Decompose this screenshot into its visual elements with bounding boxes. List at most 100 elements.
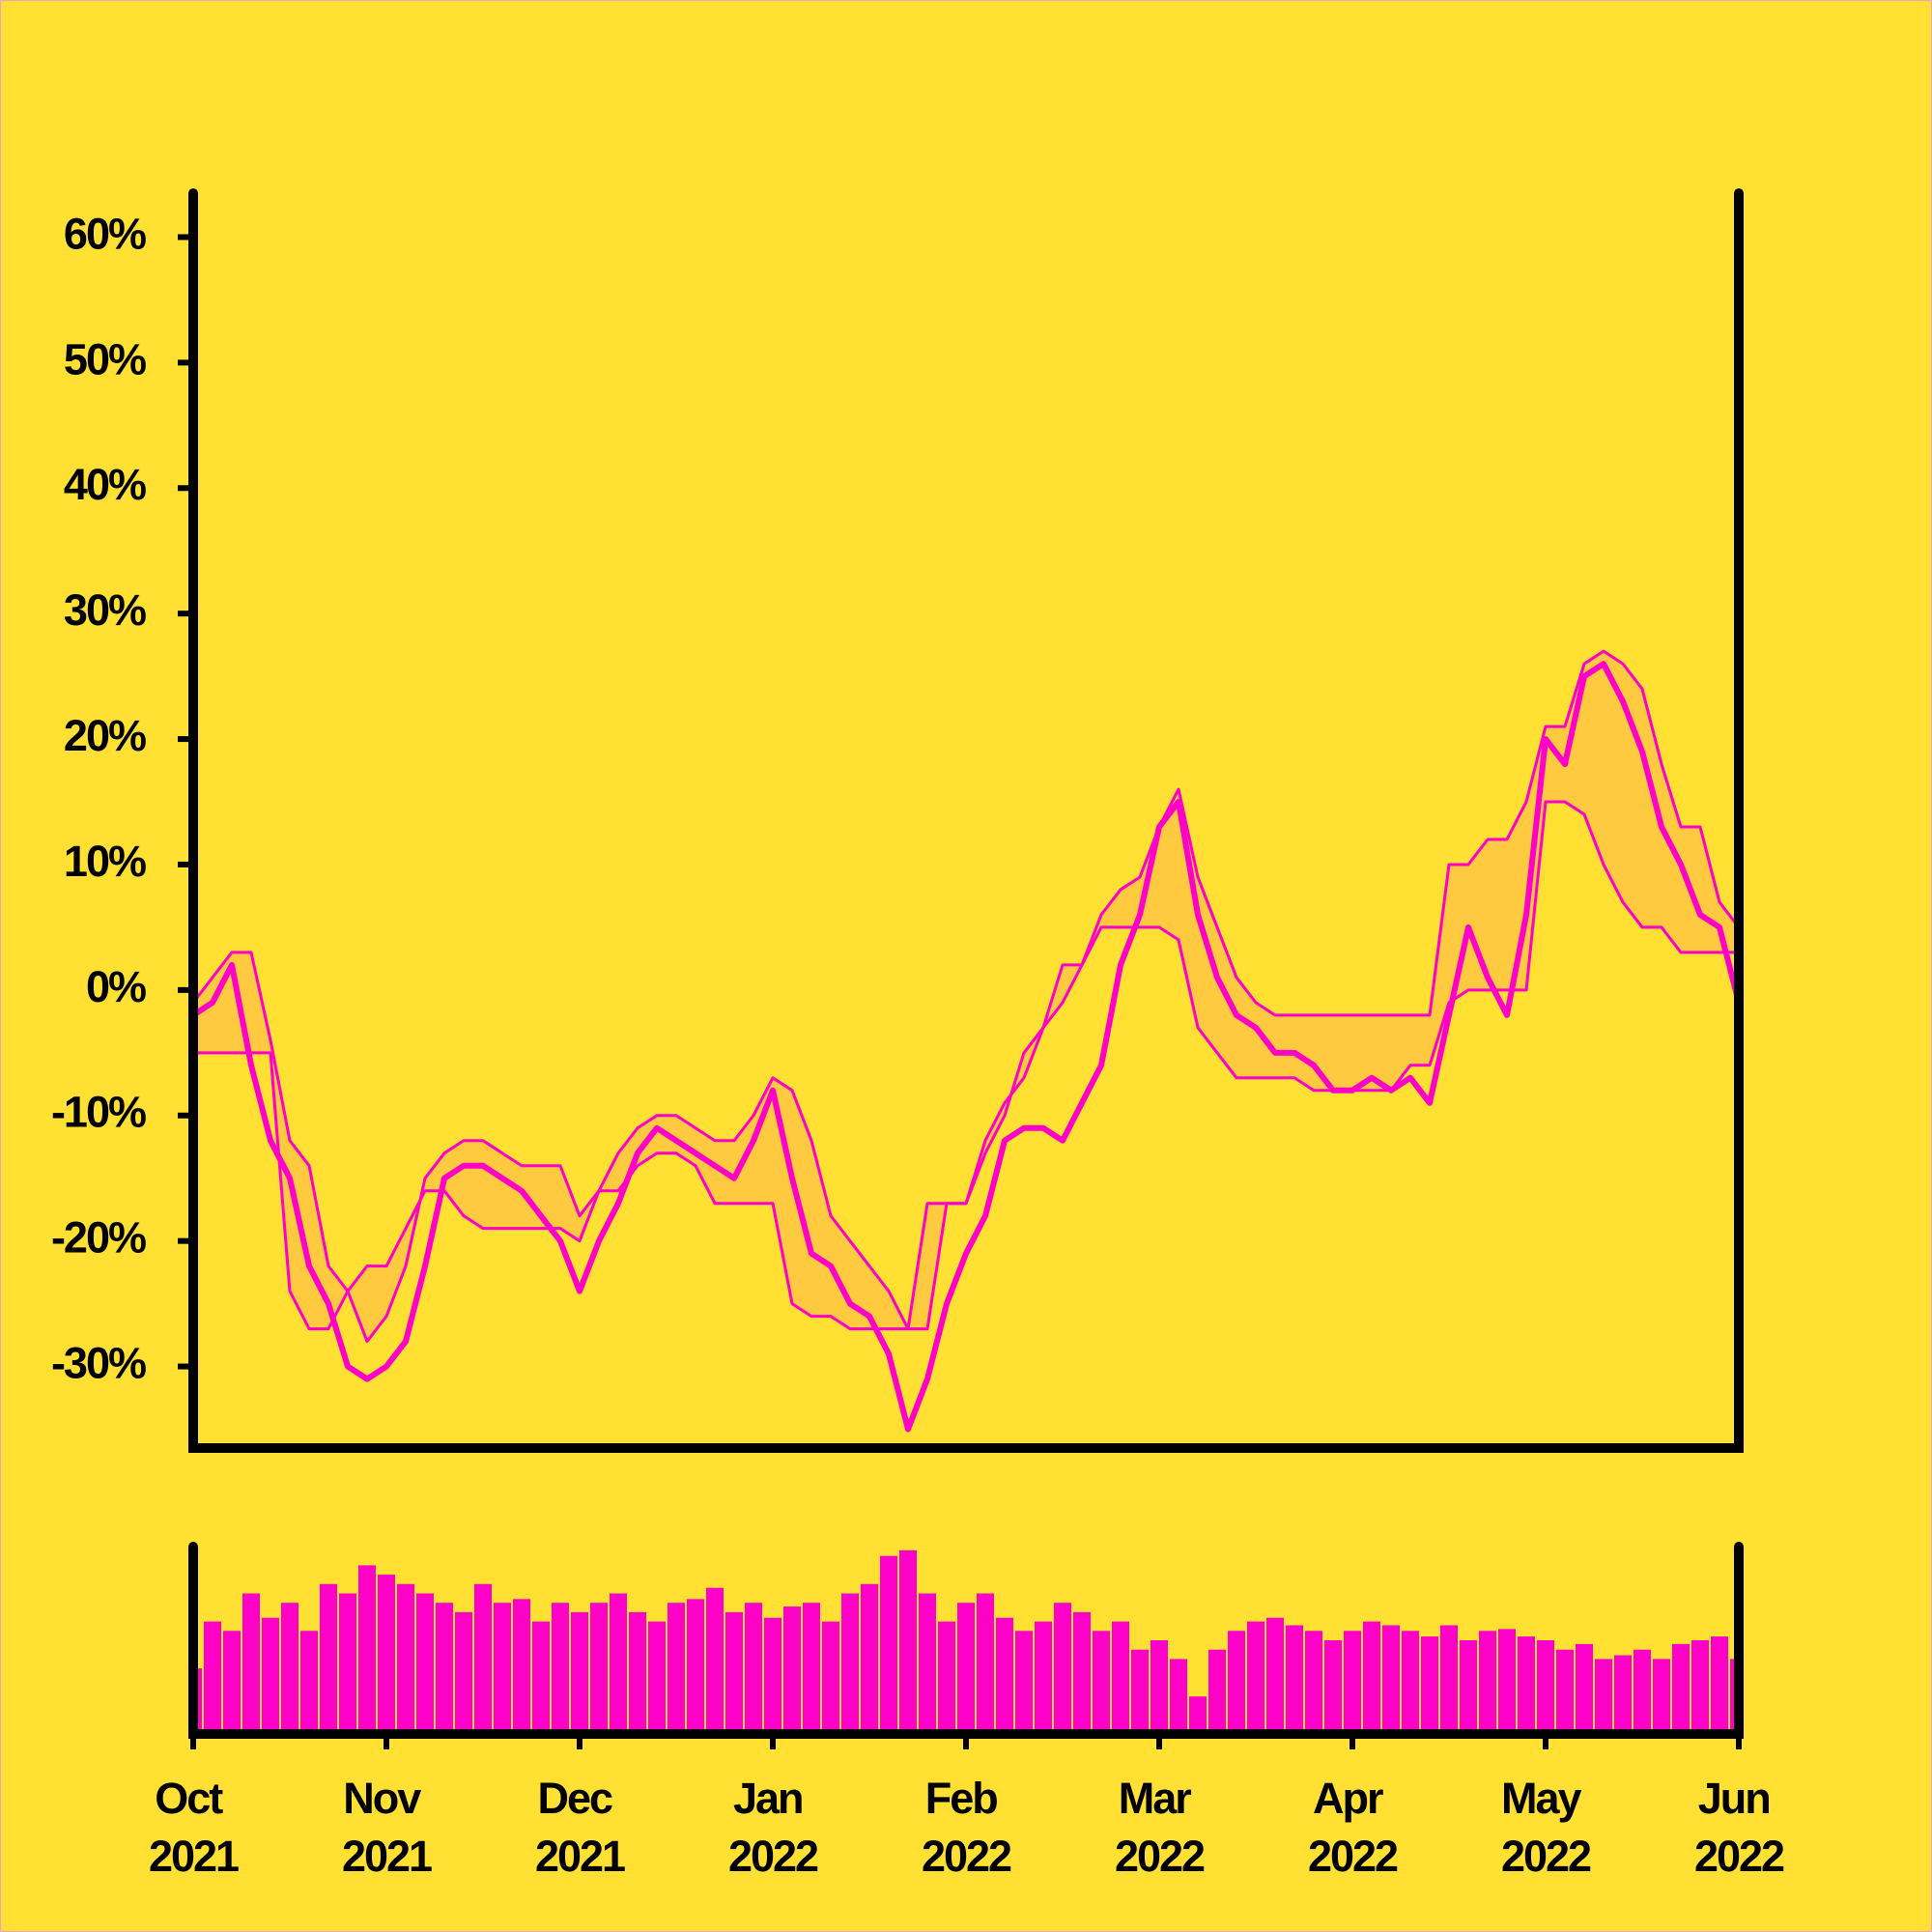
axis (188, 1542, 1744, 1739)
band-line (191, 649, 1741, 1344)
price-line (191, 661, 1742, 1433)
x-tick-label-line: Nov (343, 1774, 421, 1823)
x-tick-label: Oct 2021 (149, 1774, 239, 1881)
x-tick-label-line: 2022 (728, 1832, 818, 1881)
axis (188, 188, 1744, 1453)
volume-bar (1286, 1625, 1303, 1734)
x-tick-label: Jun 2022 (1694, 1774, 1784, 1881)
volume-panel: Oct 2021 Nov 2021 Dec 2021 Jan 2022 Feb 2022… (149, 1542, 1786, 1881)
volume-bar (745, 1603, 762, 1734)
volume-bar (1614, 1655, 1632, 1734)
y-tick-label: -10% (51, 1088, 146, 1137)
volume-bar (1344, 1631, 1361, 1734)
volume-bar (1305, 1631, 1322, 1734)
volume-bar (648, 1621, 666, 1734)
volume-bar (1576, 1643, 1593, 1734)
x-tick-label-line: 2021 (342, 1832, 432, 1881)
volume-bar (455, 1611, 472, 1734)
y-tick-label: 60% (64, 209, 146, 258)
volume-bar (1421, 1636, 1438, 1734)
volume-bar (1382, 1625, 1400, 1734)
x-tick-label-line: 2021 (535, 1832, 625, 1881)
volume-bar (378, 1575, 395, 1734)
volume-bar (1035, 1621, 1052, 1734)
volume-bar (803, 1603, 820, 1734)
volume-bar (300, 1631, 318, 1734)
volume-bar (590, 1603, 608, 1734)
volume-bar (320, 1583, 337, 1734)
volume-bar (1170, 1659, 1187, 1734)
volume-bar (1653, 1659, 1670, 1734)
volume-bar (571, 1611, 588, 1734)
volume-bar (1054, 1603, 1071, 1734)
volume-bar (1634, 1649, 1651, 1734)
x-tick-label-line: Mar (1119, 1774, 1192, 1823)
x-tick-label-line: Jan (733, 1774, 803, 1823)
volume-bar (1518, 1636, 1535, 1734)
y-tick-label: 20% (64, 711, 146, 760)
x-tick-label: Apr 2022 (1308, 1774, 1398, 1881)
volume-bar (783, 1606, 801, 1734)
x-tick-label-line: Jun (1698, 1774, 1770, 1823)
volume-bar (1093, 1631, 1110, 1734)
volume-bar (957, 1603, 975, 1734)
volume-bar (281, 1603, 298, 1734)
x-tick-label-line: Oct (155, 1774, 223, 1823)
volume-bar (1440, 1625, 1458, 1734)
volume-bar (358, 1565, 376, 1734)
volume-bar (262, 1617, 279, 1734)
x-tick-label: Jan 2022 (728, 1774, 818, 1881)
x-tick-label-line: Dec (537, 1774, 612, 1823)
x-tick-label: May 2022 (1501, 1774, 1591, 1881)
volume-bar (1324, 1640, 1342, 1734)
volume-bar (977, 1593, 994, 1734)
volume-bar (1208, 1649, 1226, 1734)
volume-bar (919, 1593, 936, 1734)
volume-bar (1189, 1696, 1207, 1734)
x-tick-label-line: 2022 (922, 1832, 1011, 1881)
x-tick-label-line: Feb (925, 1774, 998, 1823)
volume-bar (204, 1621, 221, 1734)
y-tick-label: -20% (51, 1213, 146, 1263)
volume-bar (861, 1583, 878, 1734)
volume-bar (1595, 1659, 1612, 1734)
x-tick-label-line: 2022 (1308, 1832, 1398, 1881)
x-tick-label-line: Apr (1313, 1774, 1383, 1823)
x-tick-label-line: 2022 (1501, 1832, 1591, 1881)
x-tick-label: Mar 2022 (1115, 1774, 1205, 1881)
y-tick-label: 40% (64, 460, 146, 509)
volume-bar (513, 1599, 530, 1734)
volume-bar (474, 1583, 492, 1734)
volume-bar (899, 1549, 917, 1734)
x-tick-label-line: 2022 (1694, 1832, 1784, 1881)
volume-bar (1498, 1629, 1516, 1734)
volume-bar (764, 1617, 781, 1734)
volume-bar (1131, 1649, 1149, 1734)
volume-bar (532, 1621, 550, 1734)
volume-bar (938, 1621, 955, 1734)
volume-bar (668, 1603, 685, 1734)
volume-bar (1151, 1640, 1168, 1734)
y-tick-label: 30% (64, 585, 146, 635)
x-tick-label-line: 2022 (1115, 1832, 1205, 1881)
volume-bar (1073, 1611, 1091, 1734)
volume-bar (1015, 1631, 1033, 1734)
volume-bar (242, 1593, 260, 1734)
volume-bar (1711, 1636, 1728, 1734)
volume-bar (629, 1611, 646, 1734)
volume-bar (1460, 1640, 1477, 1734)
volume-bar (822, 1621, 839, 1734)
volume-bar (841, 1593, 859, 1734)
volume-bar (339, 1593, 356, 1734)
volume-bar (880, 1555, 897, 1734)
price-panel: -30% -20% -10% 0% 10% 20% 30% 40% 50% 60% (51, 188, 1744, 1453)
volume-bar (1112, 1621, 1129, 1734)
volume-bar (436, 1603, 453, 1734)
x-tick-label-line: 2021 (149, 1832, 239, 1881)
y-tick-label: -30% (51, 1338, 146, 1387)
y-tick-label: 50% (64, 334, 146, 384)
volume-bar (397, 1583, 414, 1734)
volume-bar (610, 1593, 627, 1734)
volume-bar (1402, 1631, 1419, 1734)
